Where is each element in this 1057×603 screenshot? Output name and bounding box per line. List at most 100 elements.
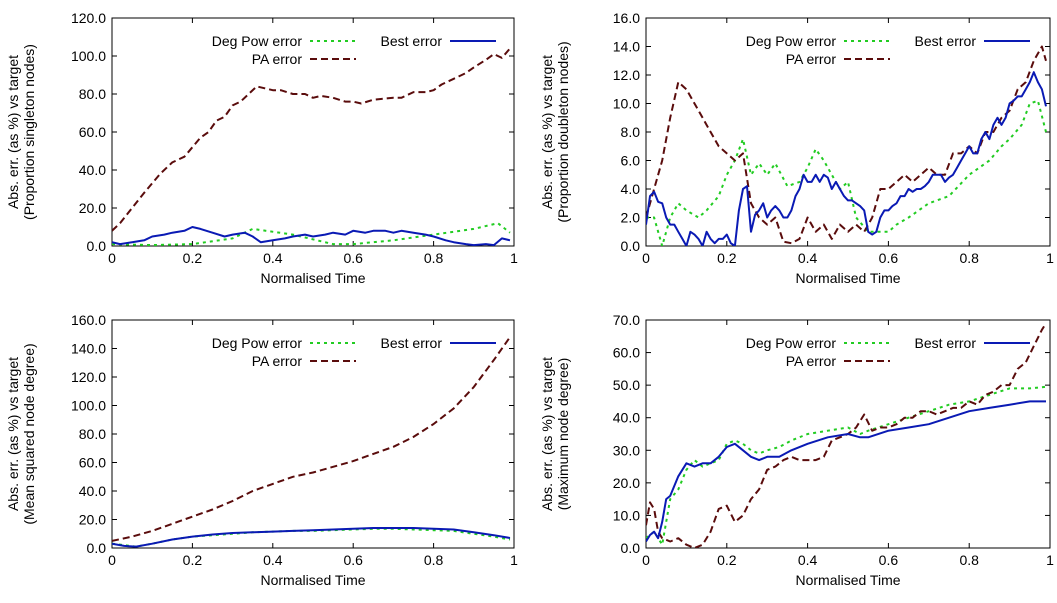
y-tick-label: 100.0 <box>71 48 106 64</box>
y-tick-label: 60.0 <box>613 345 640 361</box>
y-tick-label: 12.0 <box>613 67 640 83</box>
y-tick-label: 80.0 <box>79 426 106 442</box>
y-tick-label: 20.0 <box>79 200 106 216</box>
y-axis-label: Abs. err. (as %) vs target <box>5 55 21 209</box>
y-tick-label: 140.0 <box>71 341 106 357</box>
chart-4: 0.0 10.0 20.0 30.0 40.0 50.0 60.0 70.0 0 0.2 0.4 0.… <box>539 312 1054 588</box>
y-tick-label: 2.0 <box>621 210 641 226</box>
legend-label-degpow: Deg Pow error <box>212 33 303 49</box>
x-tick-label: 0.4 <box>263 552 283 568</box>
y-tick-label: 10.0 <box>613 96 640 112</box>
y-tick-label: 40.0 <box>79 162 106 178</box>
chart-1: 0.0 20.0 40.0 60.0 80.0 100.0 120.0 0 0.2 0.4 0.6 0… <box>5 10 518 286</box>
y-tick-label: 20.0 <box>79 512 106 528</box>
x-tick-label: 1 <box>1046 552 1054 568</box>
x-tick-label: 0.8 <box>424 552 444 568</box>
series-degpow-line <box>646 99 1047 246</box>
x-tick-label: 0.4 <box>798 552 818 568</box>
legend-label-pa: PA error <box>786 51 837 67</box>
x-tick-label: 0.6 <box>879 250 899 266</box>
y-tick-label: 60.0 <box>79 124 106 140</box>
y-tick-label: 0.0 <box>621 540 641 556</box>
x-tick-label: 0 <box>642 552 650 568</box>
y-axis-label: (Proportion singleton nodes) <box>21 44 37 220</box>
x-tick-label: 1 <box>510 552 518 568</box>
y-tick-label: 40.0 <box>79 483 106 499</box>
x-axis-label: Normalised Time <box>795 572 900 588</box>
x-tick-label: 0.4 <box>263 250 283 266</box>
y-tick-label: 50.0 <box>613 377 640 393</box>
plot-frame <box>645 17 1051 247</box>
plot-frame <box>111 17 515 247</box>
x-axis-label: Normalised Time <box>260 270 365 286</box>
plot-frame <box>111 319 515 549</box>
y-tick-label: 70.0 <box>613 312 640 328</box>
x-tick-label: 0.6 <box>343 552 363 568</box>
y-tick-label: 8.0 <box>621 124 641 140</box>
legend-label-best: Best error <box>915 335 977 351</box>
chart-2: 0.0 2.0 4.0 6.0 8.0 10.0 12.0 14.0 16.0 0 0.2 0.4 0.… <box>539 10 1054 286</box>
x-tick-label: 0.8 <box>959 552 979 568</box>
y-axis-label: Abs. err. (as %) vs target <box>5 357 21 511</box>
y-axis-label: Abs. err. (as %) vs target <box>539 357 555 511</box>
series-best-line <box>646 71 1047 246</box>
series-best-line <box>646 400 1046 543</box>
y-tick-label: 14.0 <box>613 39 640 55</box>
chart-3: 0.0 20.0 40.0 60.0 80.0 100.0 120.0 140.0 160.0 0… <box>5 312 518 588</box>
legend-label-best: Best error <box>381 33 443 49</box>
legend-label-best: Best error <box>915 33 977 49</box>
legend-label-pa: PA error <box>786 353 837 369</box>
y-tick-label: 60.0 <box>79 455 106 471</box>
legend-label-best: Best error <box>381 335 443 351</box>
x-tick-label: 1 <box>510 250 518 266</box>
legend-label-degpow: Deg Pow error <box>212 335 303 351</box>
x-tick-label: 0 <box>642 250 650 266</box>
y-tick-label: 16.0 <box>613 10 640 26</box>
series-pa-line <box>646 322 1047 548</box>
y-tick-label: 120.0 <box>71 369 106 385</box>
legend-label-pa: PA error <box>252 51 303 67</box>
x-axis-label: Normalised Time <box>260 572 365 588</box>
y-tick-label: 4.0 <box>621 181 641 197</box>
y-tick-label: 0.0 <box>621 238 641 254</box>
series-best-line <box>112 226 511 246</box>
x-tick-label: 0.2 <box>717 250 737 266</box>
y-tick-label: 10.0 <box>613 507 640 523</box>
x-tick-label: 0.8 <box>959 250 979 266</box>
series-pa-line <box>112 336 511 542</box>
legend-label-degpow: Deg Pow error <box>746 33 837 49</box>
x-tick-label: 1 <box>1046 250 1054 266</box>
y-tick-label: 30.0 <box>613 442 640 458</box>
legend-label-degpow: Deg Pow error <box>746 335 837 351</box>
y-tick-label: 160.0 <box>71 312 106 328</box>
x-tick-label: 0.2 <box>183 552 203 568</box>
series-pa-line <box>112 47 511 232</box>
x-axis-label: Normalised Time <box>795 270 900 286</box>
y-tick-label: 0.0 <box>87 540 107 556</box>
series-pa-line <box>646 45 1047 245</box>
x-tick-label: 0.6 <box>879 552 899 568</box>
x-tick-label: 0.2 <box>183 250 203 266</box>
y-tick-label: 40.0 <box>613 410 640 426</box>
y-tick-label: 6.0 <box>621 153 641 169</box>
y-tick-label: 80.0 <box>79 86 106 102</box>
series-degpow-line <box>112 527 511 548</box>
x-tick-label: 0.6 <box>343 250 363 266</box>
x-tick-label: 0.2 <box>717 552 737 568</box>
x-tick-label: 0 <box>108 552 116 568</box>
y-tick-label: 120.0 <box>71 10 106 26</box>
legend-label-pa: PA error <box>252 353 303 369</box>
series-degpow-line <box>646 385 1047 546</box>
y-tick-label: 0.0 <box>87 238 107 254</box>
y-axis-label: (Mean squared node degree) <box>21 343 37 524</box>
y-tick-label: 20.0 <box>613 475 640 491</box>
x-tick-label: 0.8 <box>424 250 444 266</box>
series-best-line <box>112 527 511 548</box>
y-tick-label: 100.0 <box>71 398 106 414</box>
x-tick-label: 0.4 <box>798 250 818 266</box>
y-axis-label: (Proportion doubleton nodes) <box>555 41 571 222</box>
y-axis-label: Abs. err. (as %) vs target <box>539 55 555 209</box>
plot-frame <box>645 319 1051 549</box>
series-degpow-line <box>112 222 511 246</box>
